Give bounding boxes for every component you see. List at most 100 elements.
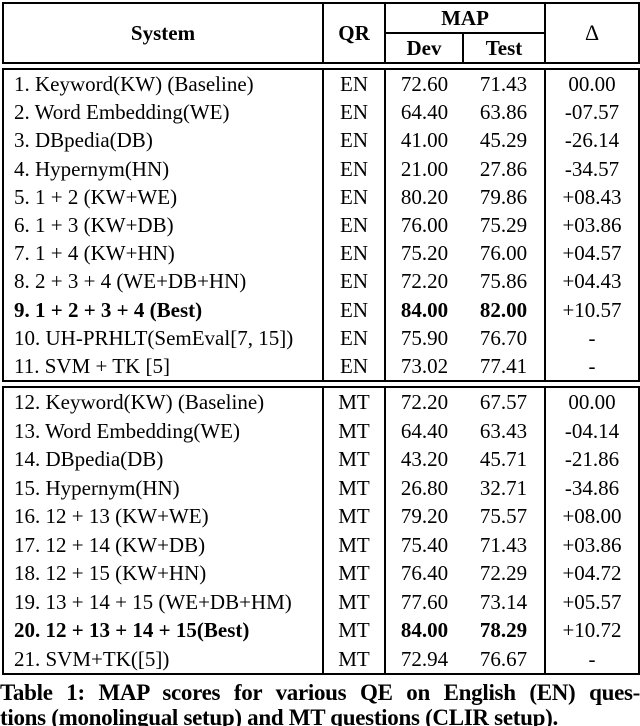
map-test-cell: 75.29	[479, 213, 528, 238]
map-test-cell: 76.70	[479, 325, 528, 350]
system-cell: 12. Keyword(KW) (Baseline)	[14, 390, 265, 415]
delta-cell: +03.86	[544, 530, 639, 560]
system-cell: 3. DBpedia(DB)	[14, 128, 153, 153]
delta-cell: +04.57	[544, 239, 639, 268]
qr-cell: EN	[322, 182, 385, 211]
delta-cell: +10.72	[544, 616, 639, 645]
qr-cell: MT	[322, 473, 385, 503]
qr-cell: EN	[322, 351, 385, 382]
system-cell: 5. 1 + 2 (KW+WE)	[14, 184, 178, 209]
delta-cell: 00.00	[544, 69, 639, 99]
map-dev-cell: 72.20	[384, 267, 463, 296]
delta-cell: -26.14	[544, 126, 639, 155]
delta-cell: -07.57	[544, 98, 639, 127]
map-test-cell: 32.71	[479, 475, 528, 500]
map-dev-cell: 84.00	[384, 295, 463, 324]
delta-cell: -	[544, 351, 639, 382]
qr-cell: EN	[322, 267, 385, 296]
qr-cell: MT	[322, 502, 385, 531]
table-row: 2. Word Embedding(WE) EN 64.40 63.86 -07…	[3, 98, 639, 127]
system-cell: 15. Hypernym(HN)	[14, 475, 180, 500]
map-test-cell: 76.00	[479, 241, 528, 266]
delta-cell: -04.14	[544, 416, 639, 446]
map-test-cell: 63.86	[479, 100, 528, 125]
system-cell: 18. 12 + 15 (KW+HN)	[14, 561, 207, 586]
table-row: 3. DBpedia(DB) EN 41.00 45.29 -26.14	[3, 126, 639, 155]
map-dev-cell: 21.00	[384, 154, 463, 183]
column-header-map: MAP	[383, 3, 546, 34]
table-row: 13. Word Embedding(WE) MT 64.40 63.43 -0…	[3, 416, 639, 446]
system-cell: 1. Keyword(KW) (Baseline)	[14, 72, 254, 97]
table-row: 15. Hypernym(HN) MT 26.80 32.71 -34.86	[3, 473, 639, 503]
qr-cell: MT	[322, 387, 385, 417]
map-dev-cell: 41.00	[384, 126, 463, 155]
qr-cell: EN	[322, 98, 385, 127]
map-test-cell: 71.43	[479, 72, 528, 97]
map-dev-cell: 75.20	[384, 239, 463, 268]
system-cell: 10. UH-PRHLT(SemEval[7, 15])	[14, 325, 294, 350]
table-row: 19. 13 + 14 + 15 (WE+DB+HM) MT 77.60 73.…	[3, 587, 639, 617]
map-test-cell: 77.41	[479, 353, 528, 378]
system-cell: 21. SVM+TK([5])	[14, 646, 170, 671]
delta-cell: -	[544, 323, 639, 352]
map-test-cell: 71.43	[479, 532, 528, 557]
table-row-best-en: 9. 1 + 2 + 3 + 4 (Best) EN 84.00 82.00 +…	[3, 295, 639, 324]
map-test-cell: 82.00	[479, 297, 528, 322]
table-row: 14. DBpedia(DB) MT 43.20 45.71 -21.86	[3, 445, 639, 474]
table-row: 6. 1 + 3 (KW+DB) EN 76.00 75.29 +03.86	[3, 210, 639, 240]
map-dev-cell: 76.00	[384, 210, 463, 240]
delta-cell: +05.57	[544, 587, 639, 617]
caption-line-2: tions (monolingual setup) and MT questio…	[0, 704, 558, 726]
table-row: 16. 12 + 13 (KW+WE) MT 79.20 75.57 +08.0…	[3, 502, 639, 531]
map-test-cell: 63.43	[479, 418, 528, 443]
qr-cell: EN	[322, 69, 385, 99]
table-row-best-mt: 20. 12 + 13 + 14 + 15(Best) MT 84.00 78.…	[3, 616, 639, 645]
system-cell: 13. Word Embedding(WE)	[14, 418, 240, 443]
qr-cell: MT	[322, 559, 385, 588]
map-dev-cell: 72.94	[384, 644, 463, 675]
table-row: 17. 12 + 14 (KW+DB) MT 75.40 71.43 +03.8…	[3, 530, 639, 560]
table-row: 1. Keyword(KW) (Baseline) EN 72.60 71.43…	[3, 69, 639, 99]
map-dev-cell: 80.20	[384, 182, 463, 211]
map-test-cell: 27.86	[479, 156, 528, 181]
map-dev-cell: 79.20	[384, 502, 463, 531]
map-dev-cell: 77.60	[384, 587, 463, 617]
qr-cell: EN	[322, 154, 385, 183]
map-dev-cell: 64.40	[384, 98, 463, 127]
table-en-block: 1. Keyword(KW) (Baseline) EN 72.60 71.43…	[2, 68, 640, 383]
table-header-block: System QR MAP Δ Dev Test	[2, 2, 640, 64]
table-row: 21. SVM+TK([5]) MT 72.94 76.67 -	[3, 644, 639, 675]
qr-cell: MT	[322, 416, 385, 446]
system-cell: 14. DBpedia(DB)	[14, 447, 164, 472]
system-cell: 2. Word Embedding(WE)	[14, 100, 230, 125]
system-cell: 17. 12 + 14 (KW+DB)	[14, 532, 206, 557]
qr-cell: EN	[322, 126, 385, 155]
map-dev-cell: 26.80	[384, 473, 463, 503]
qr-cell: MT	[322, 616, 385, 645]
table-row: 5. 1 + 2 (KW+WE) EN 80.20 79.86 +08.43	[3, 182, 639, 211]
map-test-cell: 76.67	[479, 646, 528, 671]
table-row: 8. 2 + 3 + 4 (WE+DB+HN) EN 72.20 75.86 +…	[3, 267, 639, 296]
table-row: 11. SVM + TK [5] EN 73.02 77.41 -	[3, 351, 639, 382]
caption-line-1: Table 1: MAP scores for various QE on En…	[0, 680, 640, 706]
delta-cell: +03.86	[544, 210, 639, 240]
map-dev-cell: 72.20	[384, 387, 463, 417]
qr-cell: EN	[322, 239, 385, 268]
map-test-cell: 72.29	[479, 561, 528, 586]
map-test-cell: 45.29	[479, 128, 528, 153]
system-cell: 8. 2 + 3 + 4 (WE+DB+HN)	[14, 269, 247, 294]
qr-cell: MT	[322, 530, 385, 560]
table-row: 10. UH-PRHLT(SemEval[7, 15]) EN 75.90 76…	[3, 323, 639, 352]
table-figure: System QR MAP Δ Dev Test 1. Keyword(KW) …	[2, 2, 640, 676]
system-cell: 6. 1 + 3 (KW+DB)	[14, 213, 174, 238]
qr-cell: EN	[322, 323, 385, 352]
map-dev-cell: 75.90	[384, 323, 463, 352]
map-test-cell: 75.86	[479, 269, 528, 294]
delta-cell: 00.00	[544, 387, 639, 417]
delta-cell: +08.00	[544, 502, 639, 531]
map-dev-cell: 84.00	[384, 616, 463, 645]
map-test-cell: 45.71	[479, 447, 528, 472]
qr-cell: EN	[322, 295, 385, 324]
map-dev-cell: 76.40	[384, 559, 463, 588]
table-row: 18. 12 + 15 (KW+HN) MT 76.40 72.29 +04.7…	[3, 559, 639, 588]
